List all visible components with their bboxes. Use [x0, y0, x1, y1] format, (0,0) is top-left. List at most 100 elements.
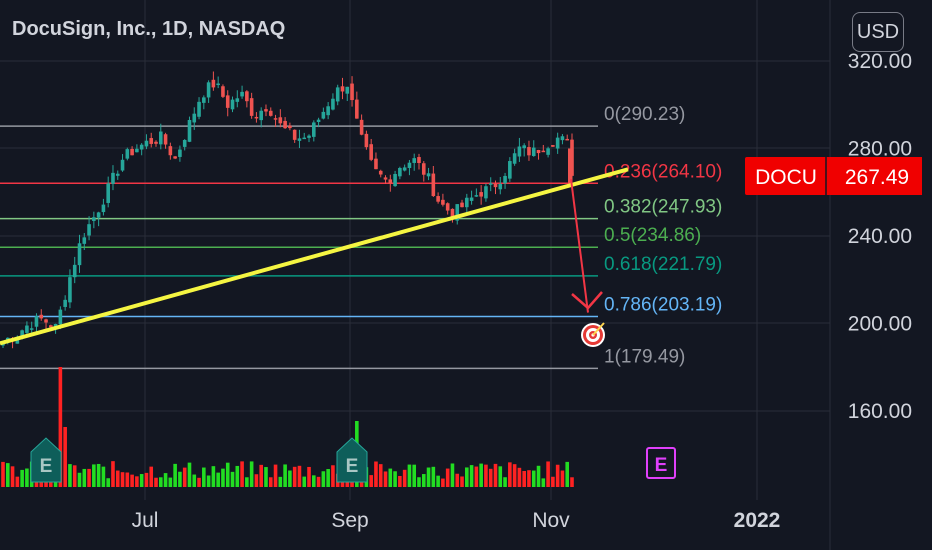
volume-bar [249, 461, 254, 487]
candle-body [259, 110, 264, 121]
currency-button[interactable]: USD [852, 12, 904, 52]
candle-body [412, 158, 417, 163]
price-tick-label: 200.00 [848, 313, 912, 336]
volume-bar [82, 468, 87, 487]
candle-body [517, 146, 522, 157]
volume-bar [106, 478, 110, 487]
volume-bar [474, 466, 479, 487]
volume-bar [460, 476, 464, 487]
volume-bar [493, 463, 498, 487]
target-dart [592, 322, 605, 336]
candle-body [63, 299, 67, 307]
candle-body [388, 179, 393, 184]
volume-bar [168, 477, 173, 487]
candle-body [311, 122, 316, 137]
volume-bar [182, 467, 187, 487]
earnings-marker-upcoming[interactable] [646, 447, 676, 479]
earnings-marker-past[interactable] [336, 437, 368, 483]
candle-body [331, 98, 335, 110]
candle-body [173, 156, 177, 159]
volume-bar [10, 466, 15, 487]
candle-body [163, 134, 168, 145]
volume-bar [230, 471, 235, 487]
candle-body [221, 86, 225, 97]
last-candle [568, 148, 572, 184]
fib-level-label: 0(290.23) [604, 104, 685, 125]
volume-bar [216, 472, 220, 487]
candle-body [111, 172, 115, 184]
candle-body [125, 149, 130, 159]
volume-bar [445, 468, 450, 487]
volume-bar [120, 472, 125, 487]
volume-bar [283, 464, 287, 487]
volume-bar [407, 464, 412, 487]
candle-body [359, 119, 364, 135]
volume-bar [465, 467, 469, 487]
candle-body [240, 91, 244, 97]
volume-bar [268, 477, 273, 487]
volume-bar [508, 462, 512, 487]
candle-body [508, 161, 512, 179]
time-axis[interactable]: Jul Sep Nov 2022 [132, 509, 781, 532]
candle-body [541, 150, 546, 153]
target-arrow[interactable] [570, 178, 603, 313]
volume-bar [111, 461, 115, 487]
candle-body [340, 86, 345, 92]
candle-body [302, 137, 307, 140]
trendline[interactable] [0, 167, 629, 346]
candle-body [407, 162, 412, 168]
candle-body [393, 173, 397, 187]
candle-body [450, 208, 455, 220]
volume-bar [206, 475, 211, 487]
earnings-marker-past[interactable] [30, 437, 62, 483]
volume-bar [431, 466, 436, 487]
volume-bar [225, 462, 230, 487]
volume-bar [288, 470, 292, 487]
candle-body [417, 157, 421, 164]
volume-bar [202, 467, 206, 487]
candle-body [49, 325, 53, 328]
candle-body [398, 167, 402, 177]
volume-bar [517, 467, 522, 487]
candle-body [144, 140, 149, 147]
volume-bar [72, 465, 77, 487]
volume-bar [1, 461, 5, 487]
fib-level-label: 1(179.49) [604, 346, 685, 367]
candle-body [106, 183, 110, 203]
candle-body [249, 98, 254, 116]
fib-level-label: 0.618(221.79) [604, 254, 722, 275]
volume-bar [484, 464, 488, 487]
candle-body [493, 183, 498, 188]
candle-body [192, 113, 197, 123]
candle-body [34, 316, 39, 327]
volume-bar [58, 367, 63, 487]
volume-bar [87, 468, 91, 487]
last-price-label: 267.49 [845, 166, 909, 189]
candle-body [283, 120, 287, 129]
price-axis[interactable]: 320.00 280.00 240.00 200.00 160.00 [848, 50, 912, 423]
volume-bar [388, 468, 393, 487]
time-tick-label: Nov [532, 509, 570, 532]
volume-bar [101, 466, 106, 487]
fibonacci-retracement[interactable]: 0(290.23) 0.236(264.10) 0.382(247.93) 0.5(2… [0, 104, 722, 370]
volume-bar [546, 461, 550, 487]
volume-bar [565, 461, 570, 487]
candle-body [206, 82, 211, 98]
candle-body [369, 144, 373, 160]
volume-bar [503, 477, 507, 487]
grid [0, 0, 830, 500]
volume-bar [221, 468, 225, 487]
last-price-badge [830, 157, 922, 195]
candle-body [445, 203, 450, 211]
candle-body [178, 149, 182, 157]
candle-body [546, 148, 550, 155]
candle-body [135, 148, 139, 153]
candle-body [441, 199, 445, 205]
candle-body [82, 237, 87, 244]
candle-body [436, 196, 440, 202]
candle-body [355, 99, 359, 119]
volume-bar [63, 427, 67, 487]
chart-title: DocuSign, Inc., 1D, NASDAQ [12, 18, 286, 40]
